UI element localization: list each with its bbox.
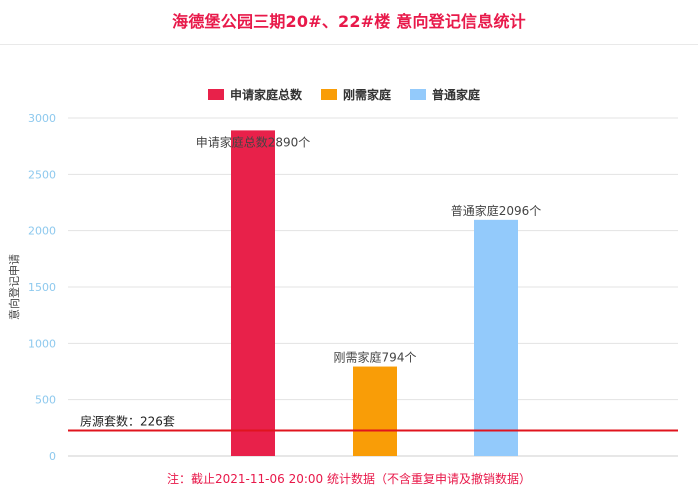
legend-swatch-normal <box>410 88 426 100</box>
chart-title: 海德堡公园三期20#、22#楼 意向登记信息统计 <box>172 12 526 31</box>
bar[interactable] <box>231 130 275 457</box>
y-tick-label: 500 <box>35 394 56 407</box>
y-tick-label: 2500 <box>28 168 56 181</box>
y-tick-label: 1000 <box>28 337 56 350</box>
bar-value-label: 普通家庭2096个 <box>451 203 542 218</box>
reference-line-label: 房源套数：226套 <box>80 414 175 429</box>
y-tick-label: 3000 <box>28 112 56 125</box>
y-axis-label: 意向登记申请 <box>7 254 21 320</box>
y-tick-label: 1500 <box>28 281 56 294</box>
bar-value-label: 刚需家庭794个 <box>334 350 417 365</box>
y-tick-label: 2000 <box>28 225 56 238</box>
y-tick-labels: 0 500 1000 1500 2000 2500 3000 <box>28 112 56 463</box>
legend-label-total: 申请家庭总数 <box>230 87 303 102</box>
bar-value-label: 申请家庭总数2890个 <box>196 134 311 149</box>
legend-label-normal: 普通家庭 <box>432 87 481 102</box>
legend-item-normal[interactable]: 普通家庭 <box>410 86 480 102</box>
bar[interactable] <box>353 366 397 456</box>
legend-item-total[interactable]: 申请家庭总数 <box>208 86 302 102</box>
legend-swatch-rigid <box>321 88 337 100</box>
bar[interactable] <box>474 219 518 456</box>
legend-item-rigid[interactable]: 刚需家庭 <box>321 86 391 102</box>
legend-swatch-total <box>208 88 224 100</box>
y-tick-label: 0 <box>49 450 56 463</box>
header-bar: 海德堡公园三期20#、22#楼 意向登记信息统计 <box>0 0 698 45</box>
footnote: 注：截止2021-11-06 20:00 统计数据（不含重复申请及撤销数据） <box>167 472 531 486</box>
bars <box>231 130 518 457</box>
chart-legend: 申请家庭总数 刚需家庭 普通家庭 <box>0 86 698 102</box>
legend-label-rigid: 刚需家庭 <box>343 87 392 102</box>
